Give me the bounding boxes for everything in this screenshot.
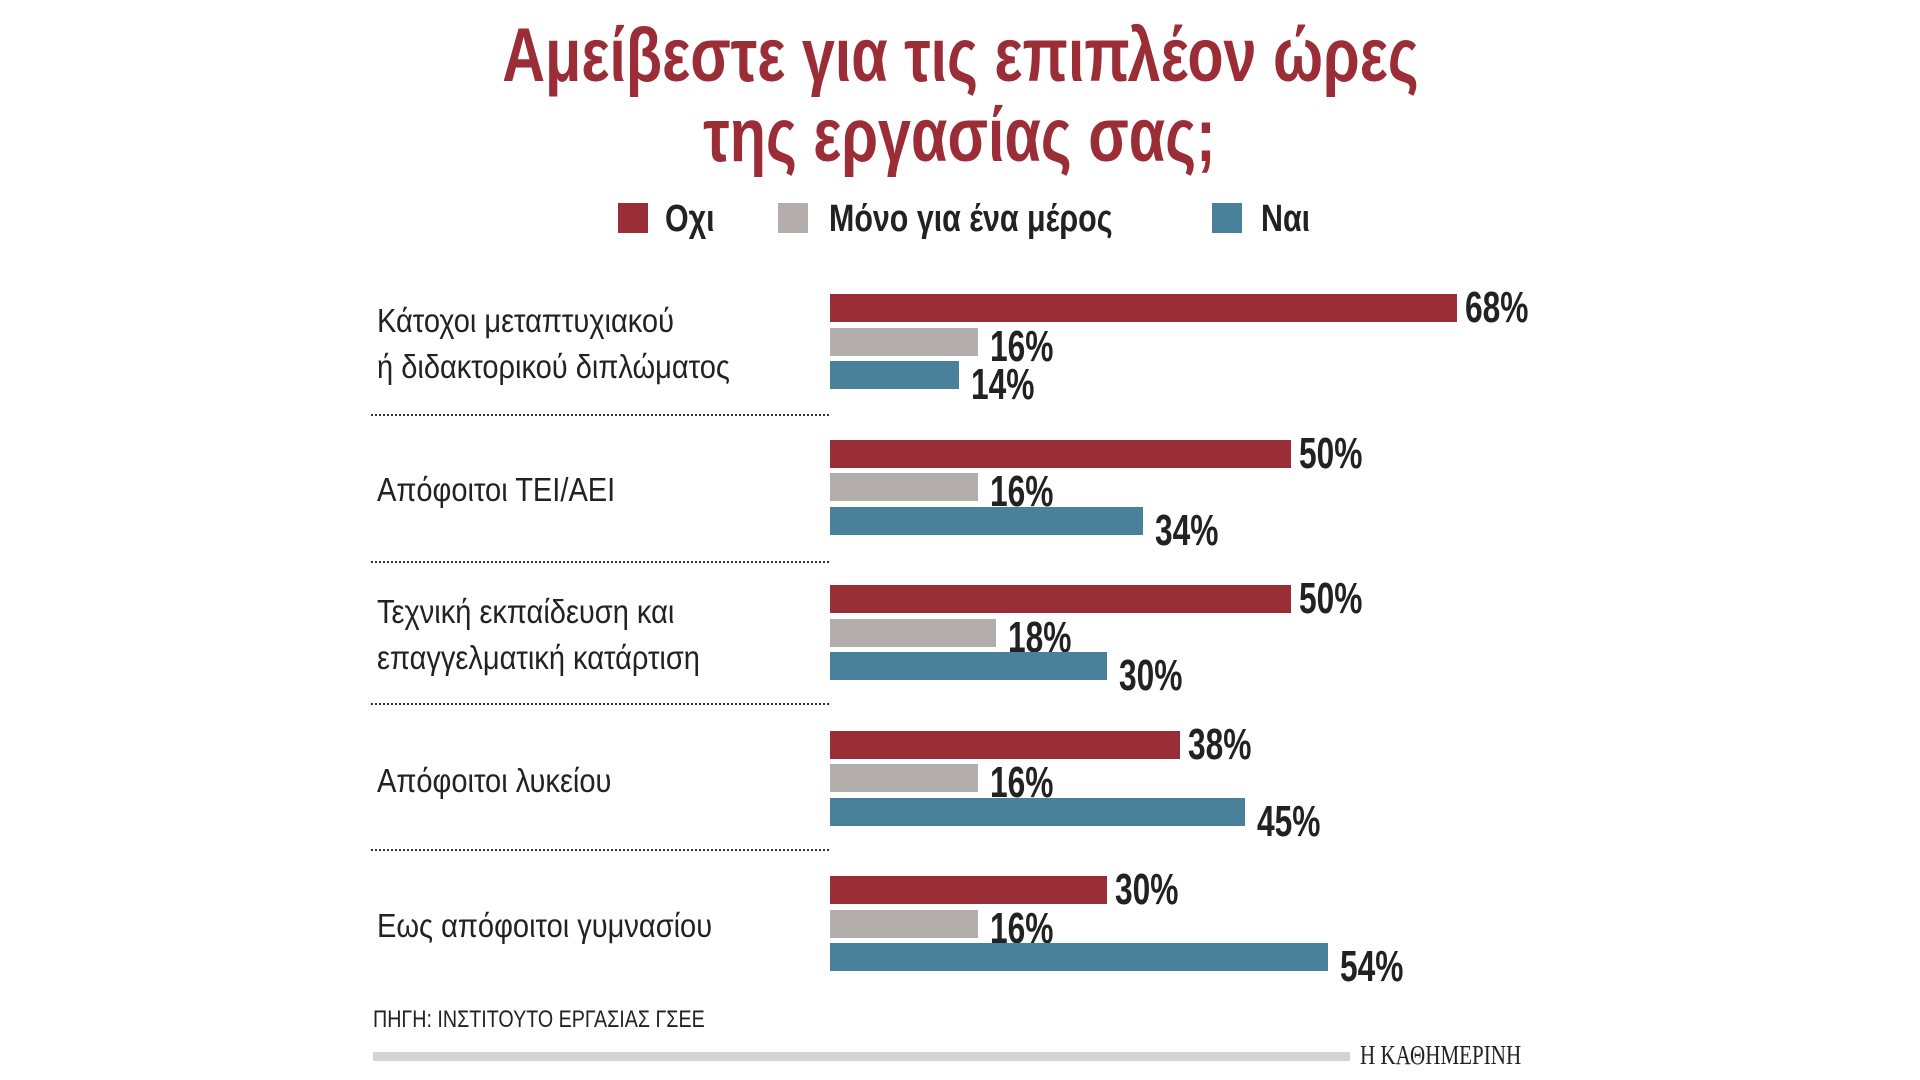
bar-1 [830, 618, 996, 647]
bar-0 [830, 439, 1291, 468]
data-label: 34% [1155, 505, 1219, 555]
data-label: 50% [1299, 428, 1363, 478]
data-label: 68% [1464, 283, 1529, 332]
category-label: Απόφοιτοι ΤΕΙ/ΑΕΙ [377, 467, 615, 513]
group-separator [371, 561, 829, 563]
bar-2 [830, 943, 1328, 972]
category-label-line: Κάτοχοι μεταπτυχιακού [377, 302, 674, 339]
data-label: 16% [989, 321, 1053, 371]
data-label: 30% [1114, 865, 1179, 914]
data-label: 38% [1188, 719, 1252, 769]
category-label-line: Απόφοιτοι ΤΕΙ/ΑΕΙ [377, 470, 616, 508]
title-text: της εργασίας σας; [703, 93, 1217, 178]
legend-swatch [1212, 203, 1242, 233]
category-label-line: επαγγελματική κατάρτιση [377, 639, 700, 676]
category-label: Τεχνική εκπαίδευση και επαγγελματική κατά… [377, 589, 700, 681]
data-label: 14% [971, 360, 1035, 410]
chart-title-line-2: της εργασίας σας; [0, 98, 1920, 174]
data-label: 16% [989, 758, 1053, 808]
bar-0 [830, 876, 1107, 904]
data-label: 16% [989, 467, 1053, 517]
category-label: Κάτοχοι μεταπτυχιακού ή διδακτορικού διπλ… [377, 298, 730, 390]
source-note: ΠΗΓΗ: ΙΝΣΤΙΤΟΥΤΟ ΕΡΓΑΣΙΑΣ ΓΣΕΕ [373, 1006, 705, 1033]
bar-0 [830, 585, 1291, 613]
data-label: 50% [1299, 574, 1363, 623]
bar-1 [830, 473, 978, 502]
data-label: 30% [1118, 651, 1183, 701]
bar-2 [830, 361, 960, 390]
bar-1 [830, 909, 978, 938]
category-label-line: ή διδακτορικού διπλώματος [377, 348, 730, 385]
bar-0 [830, 294, 1457, 322]
bar-1 [830, 764, 978, 793]
chart-title-line-1: Αμείβεστε για τις επιπλέον ώρες [0, 18, 1920, 94]
legend-swatch [618, 203, 648, 233]
data-label: 18% [1007, 612, 1072, 662]
bar-0 [830, 730, 1181, 759]
legend-label: Οχι [665, 198, 715, 240]
bar-1 [830, 327, 978, 356]
group-separator [371, 703, 829, 705]
bar-2 [830, 652, 1107, 681]
category-label: Εως απόφοιτοι γυμνασίου [377, 903, 712, 949]
legend-label: Μόνο για ένα μέρος [829, 198, 1113, 240]
group-separator [371, 849, 829, 851]
category-label: Απόφοιτοι λυκείου [377, 758, 611, 804]
category-label-line: Απόφοιτοι λυκείου [377, 761, 612, 799]
legend-label: Ναι [1261, 198, 1311, 240]
footer-bar [373, 1052, 1350, 1061]
title-text: Αμείβεστε για τις επιπλέον ώρες [501, 13, 1419, 98]
data-label: 16% [989, 903, 1053, 953]
data-label: 45% [1256, 796, 1321, 846]
group-separator [371, 414, 829, 416]
data-label: 54% [1339, 942, 1404, 992]
bar-2 [830, 797, 1245, 826]
bar-2 [830, 506, 1144, 535]
category-label-line: Τεχνική εκπαίδευση και [377, 593, 675, 630]
publisher-logo: Η ΚΑΘΗΜΕΡΙΝΗ [1360, 1040, 1522, 1070]
legend-swatch [778, 203, 808, 233]
category-label-line: Εως απόφοιτοι γυμνασίου [377, 907, 713, 944]
